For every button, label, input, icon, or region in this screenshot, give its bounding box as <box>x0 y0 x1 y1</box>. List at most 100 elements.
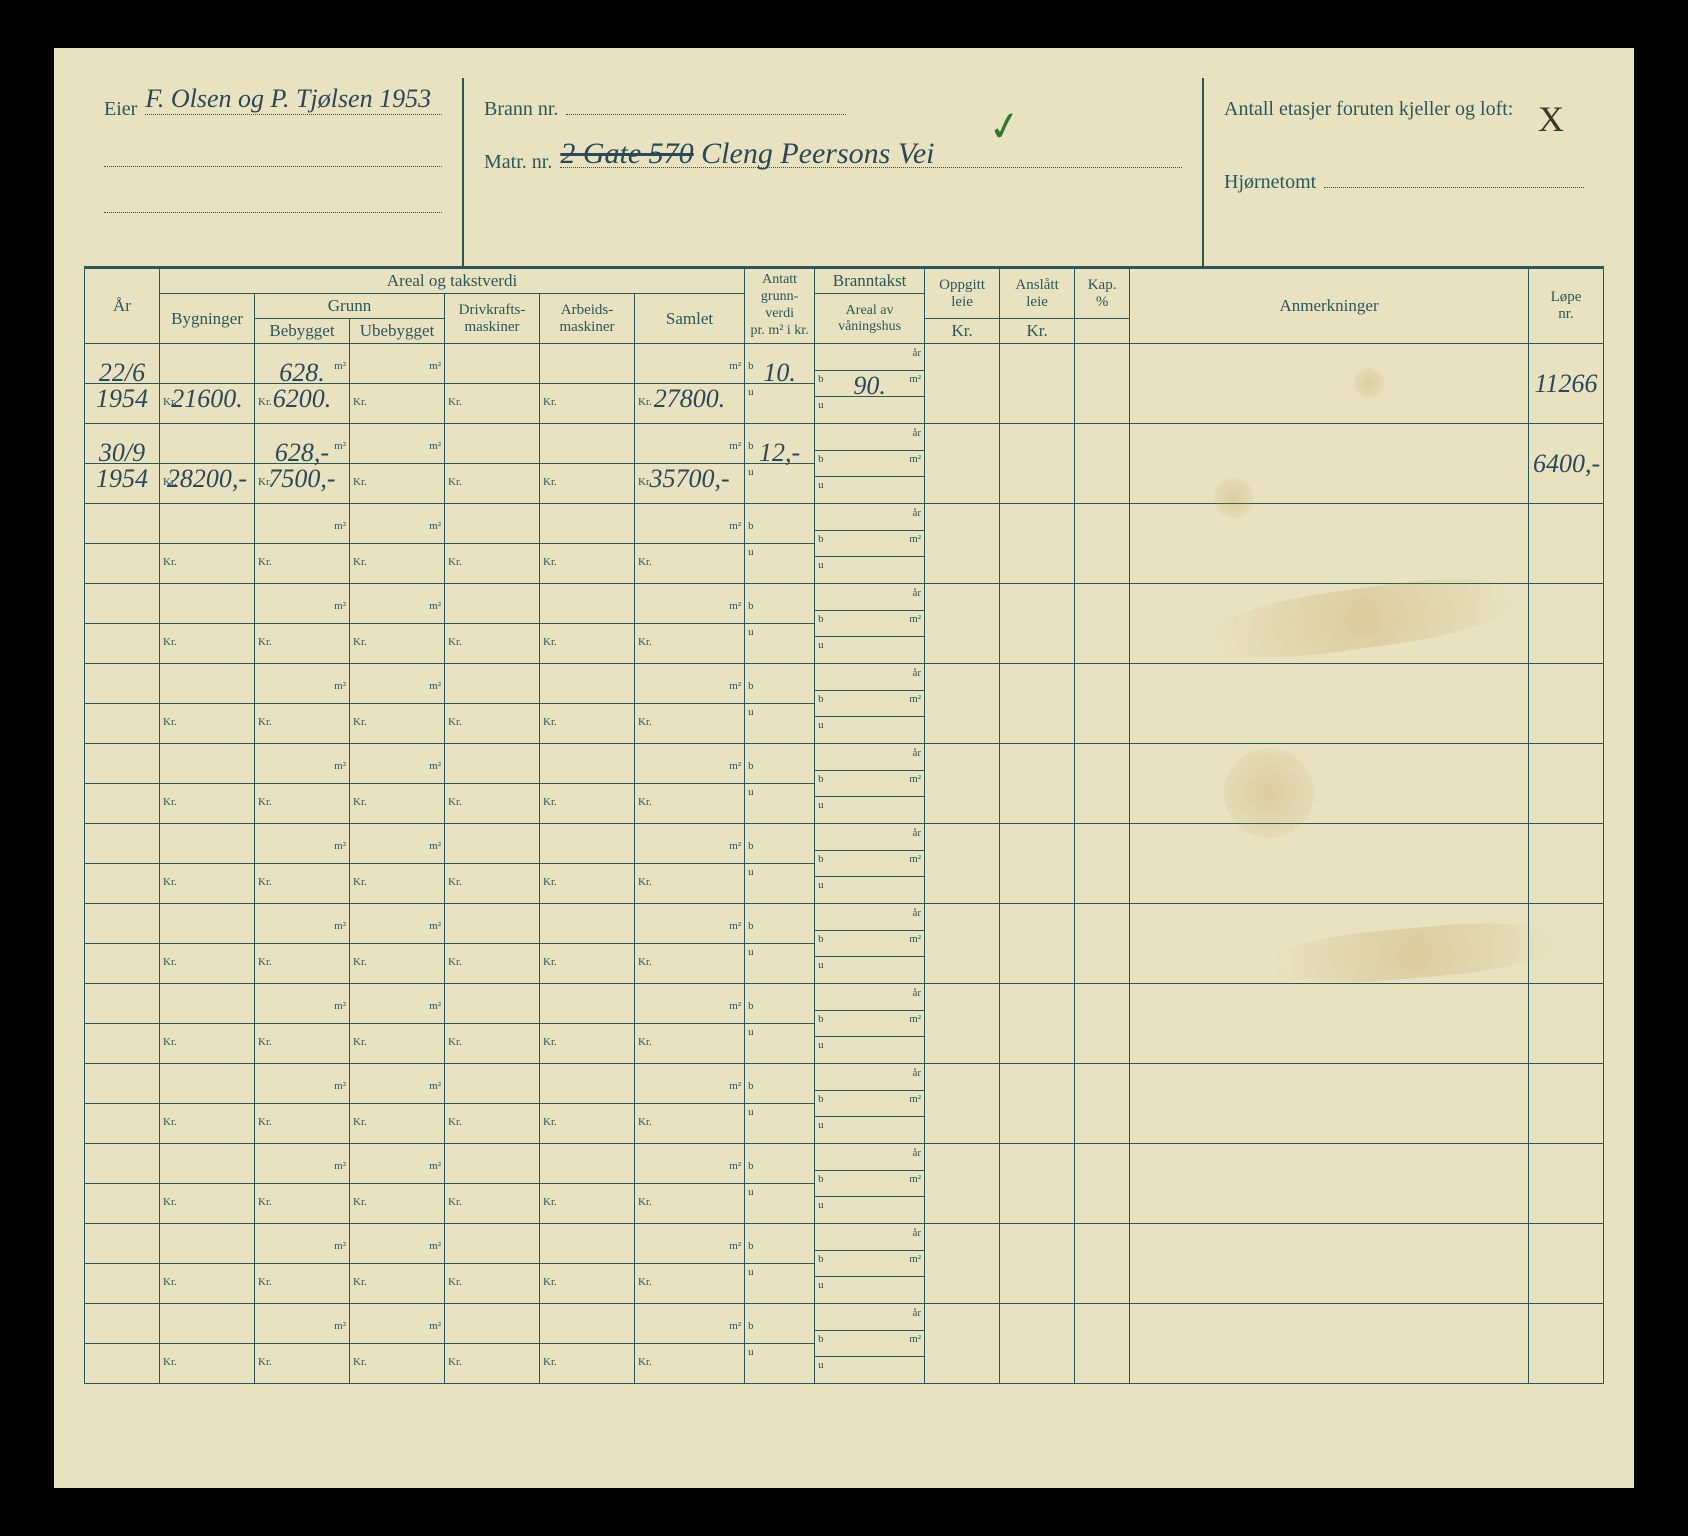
cell <box>1000 424 1075 504</box>
cell: Kr. <box>445 1064 540 1144</box>
cell: bu <box>745 504 815 584</box>
hdr-ans-kr: Kr. <box>1000 319 1075 344</box>
cell: årm²bu <box>815 1224 925 1304</box>
cell: m²Kr. <box>635 584 745 664</box>
cell <box>925 1224 1000 1304</box>
eier-field: F. Olsen og P. Tjølsen 1953 <box>145 99 442 115</box>
cell <box>1529 504 1604 584</box>
hdr-antatt: Antattgrunn-verdipr. m² i kr. <box>745 269 815 344</box>
cell: m²Kr.27800. <box>635 344 745 424</box>
matr-field: 2 Gate 570 Cleng Peersons Vei <box>560 152 1182 168</box>
cell: m²Kr. <box>255 744 350 824</box>
table-row: Kr.m²Kr.m²Kr.Kr.Kr.m²Kr.buårm²bu <box>85 904 1604 984</box>
cell: Kr. <box>540 344 635 424</box>
cell: Kr. <box>540 984 635 1064</box>
cell: årm²bu <box>815 1144 925 1224</box>
cell: m²Kr. <box>255 1224 350 1304</box>
cell: Kr. <box>160 1304 255 1384</box>
cell: årm²bu <box>815 904 925 984</box>
cell: m²Kr. <box>255 1144 350 1224</box>
cell: bu <box>745 904 815 984</box>
table-row: Kr.m²Kr.m²Kr.Kr.Kr.m²Kr.buårm²bu <box>85 824 1604 904</box>
cell <box>1075 1144 1130 1224</box>
cell: m²Kr. <box>255 984 350 1064</box>
cell <box>1075 424 1130 504</box>
cell <box>1000 984 1075 1064</box>
cell <box>85 744 160 824</box>
cell <box>1529 1064 1604 1144</box>
cell: m²628,-Kr.7500,- <box>255 424 350 504</box>
cell <box>925 904 1000 984</box>
cell <box>1000 824 1075 904</box>
cell: 11266 <box>1529 344 1604 424</box>
cell: Kr. <box>445 424 540 504</box>
cell: Kr. <box>445 344 540 424</box>
cell <box>1000 504 1075 584</box>
table-row: Kr.m²Kr.m²Kr.Kr.Kr.m²Kr.buårm²bu <box>85 584 1604 664</box>
cell <box>1130 984 1529 1064</box>
cell: årm²bu <box>815 1064 925 1144</box>
cell <box>1000 584 1075 664</box>
meta-column: X Antall etasjer foruten kjeller og loft… <box>1204 78 1604 266</box>
cell <box>925 1144 1000 1224</box>
cell: årm²bu <box>815 824 925 904</box>
hdr-arbeids: Arbeids-maskiner <box>540 294 635 344</box>
cell <box>1130 824 1529 904</box>
cell: m²Kr. <box>255 504 350 584</box>
cell <box>1130 1144 1529 1224</box>
hdr-kap: Kap.% <box>1075 269 1130 319</box>
cell: Kr. <box>445 664 540 744</box>
hdr-branntakst: Branntakst <box>815 269 925 294</box>
cell: bu <box>745 744 815 824</box>
hdr-bygninger: Bygninger <box>160 294 255 344</box>
cell: Kr. <box>160 504 255 584</box>
cell: Kr. <box>160 984 255 1064</box>
cell: m²Kr. <box>350 1224 445 1304</box>
matr-rest: Cleng Peersons Vei <box>701 137 934 170</box>
cell: Kr. <box>445 1304 540 1384</box>
cell: Kr. <box>445 1144 540 1224</box>
table-row: 22/61954Kr.21600.m²628.Kr.6200.m²Kr.Kr.K… <box>85 344 1604 424</box>
cell <box>85 824 160 904</box>
cell: bu <box>745 664 815 744</box>
cell <box>925 584 1000 664</box>
cell: m²Kr. <box>350 984 445 1064</box>
table-row: 30/91954Kr.28200,-m²628,-Kr.7500,-m²Kr.K… <box>85 424 1604 504</box>
cell: m²Kr. <box>635 504 745 584</box>
hdr-ubebygget: Ubebygget <box>350 319 445 344</box>
cell: Kr.28200,- <box>160 424 255 504</box>
cell: Kr. <box>160 664 255 744</box>
hdr-lope: Løpenr. <box>1529 269 1604 344</box>
cell <box>1529 824 1604 904</box>
cell <box>1130 504 1529 584</box>
cell: m²628.Kr.6200. <box>255 344 350 424</box>
cell: Kr. <box>445 504 540 584</box>
cell: Kr. <box>445 904 540 984</box>
cell <box>1130 1304 1529 1384</box>
cell: m²Kr. <box>350 904 445 984</box>
table-row: Kr.m²Kr.m²Kr.Kr.Kr.m²Kr.buårm²bu <box>85 664 1604 744</box>
cell <box>1130 1224 1529 1304</box>
hdr-arealav: Areal avvåningshus <box>815 294 925 344</box>
cell <box>925 344 1000 424</box>
cell: m²Kr. <box>350 1064 445 1144</box>
owner-column: Eier F. Olsen og P. Tjølsen 1953 <box>84 78 464 266</box>
hdr-grunn: Grunn <box>255 294 445 319</box>
cell: Kr. <box>445 744 540 824</box>
cell <box>1529 904 1604 984</box>
cell <box>85 1304 160 1384</box>
cell: m²Kr. <box>635 904 745 984</box>
table-row: Kr.m²Kr.m²Kr.Kr.Kr.m²Kr.buårm²bu <box>85 1064 1604 1144</box>
cell: m²Kr. <box>350 344 445 424</box>
table-body: 22/61954Kr.21600.m²628.Kr.6200.m²Kr.Kr.K… <box>85 344 1604 1384</box>
cell <box>925 744 1000 824</box>
cell: Kr. <box>160 904 255 984</box>
cell: 22/61954 <box>85 344 160 424</box>
cell: m²Kr. <box>635 664 745 744</box>
cell <box>85 504 160 584</box>
hdr-areal: Areal og takstverdi <box>160 269 745 294</box>
cell <box>1075 584 1130 664</box>
cell <box>1075 664 1130 744</box>
cell: m²Kr. <box>350 1304 445 1384</box>
hdr-samlet: Samlet <box>635 294 745 344</box>
